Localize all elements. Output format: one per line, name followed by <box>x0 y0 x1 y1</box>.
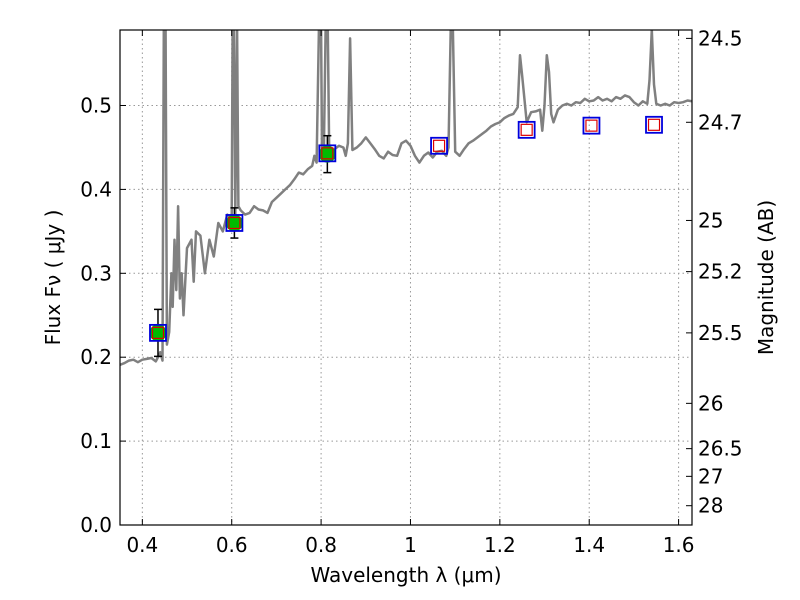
x-tick-label: 1.4 <box>573 533 605 557</box>
y2-tick-label: 25.5 <box>698 321 743 345</box>
x-axis-label: Wavelength λ (μm) <box>310 563 501 587</box>
y2-tick-label: 24.5 <box>698 26 743 50</box>
y2-tick-labels: 24.5 24.7 25 25.2 25.5 26 26.5 27 28 <box>698 26 743 517</box>
axis-ticks <box>120 30 692 526</box>
model-point-inner <box>151 326 165 339</box>
y-axis-label: Flux Fν ( μJy ) <box>41 210 65 346</box>
y-tick-label: 0.0 <box>80 513 112 537</box>
model-point-outer <box>517 120 536 139</box>
x-tick-label: 0.8 <box>305 533 337 557</box>
y2-tick-label: 25.2 <box>698 260 743 284</box>
y-tick-label: 0.5 <box>80 94 112 118</box>
y2-tick-label: 24.7 <box>698 110 743 134</box>
spectrum-line <box>120 30 692 366</box>
y-tick-label: 0.3 <box>80 261 112 285</box>
model-point-inner <box>321 147 334 160</box>
model-point-outer <box>318 144 337 163</box>
x-tick-label: 1.2 <box>484 533 516 557</box>
error-bars <box>153 134 332 358</box>
model-point-outer <box>582 116 601 135</box>
y-tick-label: 0.1 <box>80 429 112 453</box>
model-point-inner <box>228 216 241 230</box>
model-point-outer <box>430 136 448 155</box>
y-tick-label: 0.2 <box>80 345 112 369</box>
model-point-inner <box>432 139 446 152</box>
x-tick-label: 0.4 <box>126 533 158 557</box>
y2-tick-label: 27 <box>698 464 723 488</box>
y-tick-labels: 0.0 0.1 0.2 0.3 0.4 0.5 <box>80 94 112 537</box>
model-point-inner <box>585 119 598 132</box>
model-series <box>149 115 663 342</box>
spectrum-series <box>120 30 692 366</box>
model-point-inner <box>520 123 533 136</box>
y-tick-label: 0.4 <box>80 177 112 201</box>
y2-tick-label: 26 <box>698 391 723 415</box>
y2-tick-label: 26.5 <box>698 437 743 461</box>
y2-tick-label: 28 <box>698 494 723 518</box>
model-point-outer <box>149 323 167 342</box>
x-tick-label: 1 <box>404 533 417 557</box>
y2-tick-label: 25 <box>698 208 723 232</box>
x-tick-label: 0.6 <box>216 533 248 557</box>
model-point-outer <box>645 115 663 134</box>
x-tick-label: 1.6 <box>663 533 695 557</box>
plot-frame <box>119 29 693 526</box>
y2-axis-label: Magnitude (AB) <box>754 200 778 355</box>
x-tick-labels: 0.4 0.6 0.8 1 1.2 1.4 1.6 <box>126 533 694 557</box>
model-point-outer <box>225 214 244 232</box>
grid-lines <box>120 30 692 526</box>
model-point-inner <box>647 118 661 131</box>
